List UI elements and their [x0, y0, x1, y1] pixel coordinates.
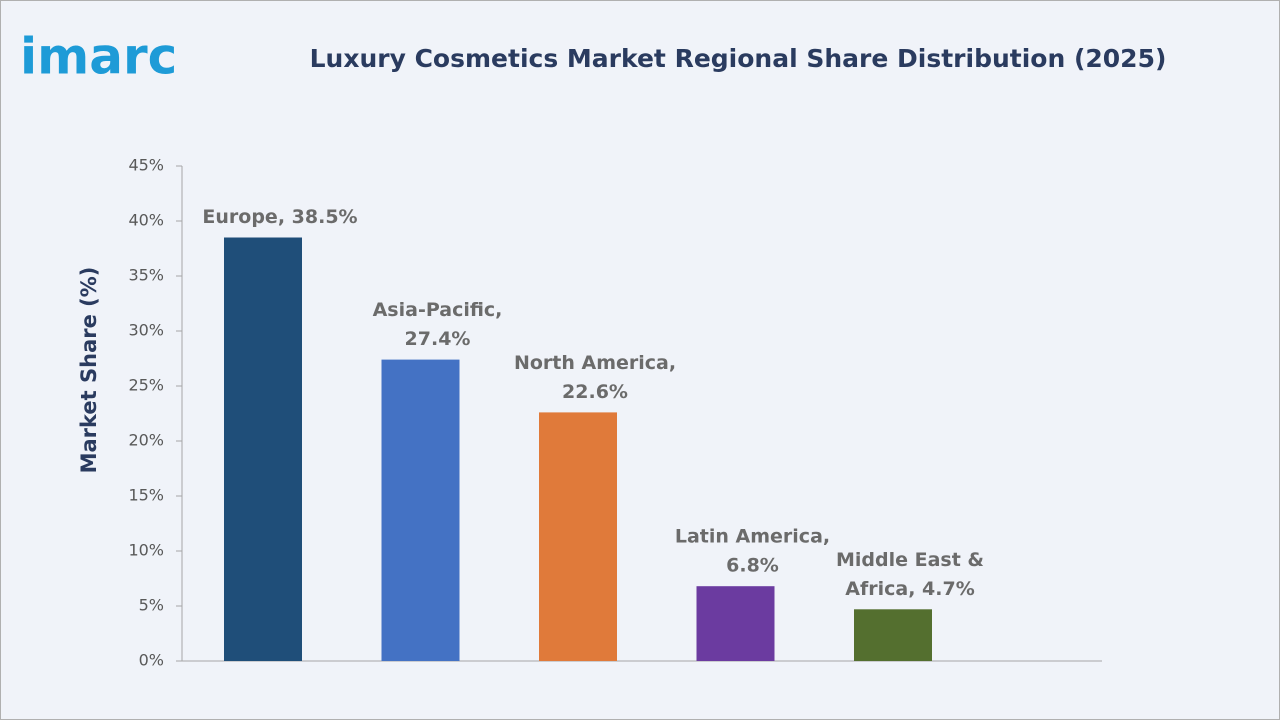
y-tick-label: 35% [128, 266, 164, 285]
bar [696, 586, 775, 661]
value-label: Europe, 38.5% [202, 206, 357, 228]
y-tick-label: 15% [128, 486, 164, 505]
bar [381, 359, 460, 661]
y-tick-label: 40% [128, 211, 164, 230]
y-tick-label: 45% [128, 156, 164, 175]
y-tick-label: 25% [128, 376, 164, 395]
value-label: Asia-Pacific, [373, 299, 503, 321]
value-label: 27.4% [405, 328, 471, 350]
value-label: 6.8% [726, 555, 779, 577]
value-label: Latin America, [675, 526, 830, 548]
bar [224, 237, 302, 661]
y-tick-label: 5% [139, 596, 164, 615]
chart-title: Luxury Cosmetics Market Regional Share D… [310, 44, 1167, 73]
y-tick-label: 20% [128, 431, 164, 450]
value-label: Africa, 4.7% [845, 578, 974, 600]
value-label: North America, [514, 352, 676, 374]
value-label: 22.6% [562, 381, 628, 403]
logo: imarc [20, 28, 177, 86]
value-label: Middle East & [836, 549, 984, 571]
y-tick-label: 10% [128, 541, 164, 560]
y-tick-label: 30% [128, 321, 164, 340]
y-tick-label: 0% [139, 651, 164, 670]
bar [539, 412, 617, 661]
y-axis-label: Market Share (%) [77, 267, 101, 474]
bar [854, 609, 932, 661]
